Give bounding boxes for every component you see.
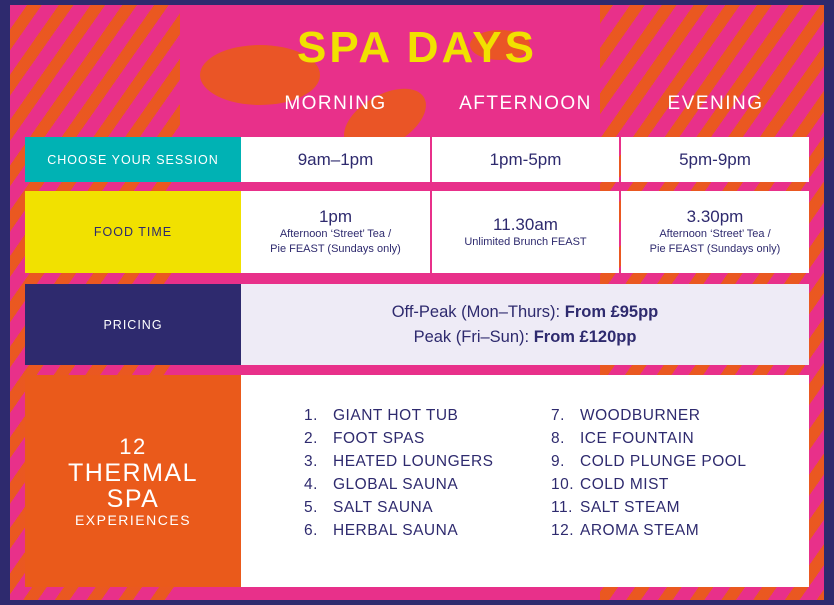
column-header-morning: MORNING: [284, 93, 387, 114]
food-time: 11.30am: [493, 214, 558, 234]
item-number: 7.: [551, 407, 565, 424]
item-name: WOODBURNER: [580, 407, 701, 424]
session-afternoon[interactable]: 1pm-5pm: [432, 137, 619, 182]
list-item: 6. HERBAL SAUNA: [304, 522, 494, 545]
list-item: 1. GIANT HOT TUB: [304, 407, 494, 430]
thermal-label: 12 THERMAL SPA EXPERIENCES: [25, 375, 241, 587]
item-number: 4.: [304, 476, 318, 493]
list-item: 7. WOODBURNER: [551, 407, 747, 430]
list-item: 11. SALT STEAM: [551, 499, 747, 522]
item-number: 1.: [304, 407, 318, 424]
thermal-line2: SPA: [106, 485, 160, 513]
food-desc: Afternoon ‘Street’ Tea /: [279, 228, 392, 240]
list-item: 4. GLOBAL SAUNA: [304, 476, 494, 499]
pricing-label: PRICING: [25, 284, 241, 365]
list-item: 5. SALT SAUNA: [304, 499, 494, 522]
item-name: GLOBAL SAUNA: [333, 476, 459, 493]
item-number: 11.: [551, 499, 573, 516]
food-time: 1pm: [318, 207, 353, 226]
food-time: 3.30pm: [686, 207, 744, 226]
food-evening: 3.30pm Afternoon ‘Street’ Tea / Pie FEAS…: [621, 191, 809, 273]
experience-list-right: 7. WOODBURNER 8. ICE FOUNTAIN 9. COLD PLUNGE …: [551, 407, 747, 545]
item-name: ICE FOUNTAIN: [580, 430, 695, 447]
item-number: 3.: [304, 453, 318, 470]
item-name: SALT STEAM: [580, 499, 681, 516]
column-header-afternoon: AFTERNOON: [459, 93, 592, 114]
list-item: 2. FOOT SPAS: [304, 430, 494, 453]
food-desc: Afternoon ‘Street’ Tea /: [659, 228, 771, 240]
food-morning: 1pm Afternoon ‘Street’ Tea / Pie FEAST (…: [241, 191, 430, 273]
column-header-evening: EVENING: [667, 93, 764, 114]
item-number: 2.: [304, 430, 318, 447]
thermal-count: 12: [119, 434, 147, 459]
session-evening[interactable]: 5pm-9pm: [621, 137, 809, 182]
offpeak-label: Off-Peak (Mon–Thurs):: [391, 302, 565, 321]
food-label: FOOD TIME: [25, 191, 241, 273]
peak-price: From £120pp: [533, 327, 637, 346]
item-name: HERBAL SAUNA: [333, 522, 459, 539]
thermal-line3: EXPERIENCES: [74, 512, 192, 528]
poster-background: SPA DAYS MORNING AFTERNOON EVENING CHOOS…: [10, 5, 824, 600]
session-label: CHOOSE YOUR SESSION: [25, 137, 241, 182]
thermal-list-panel: [241, 375, 809, 587]
item-name: COLD MIST: [580, 476, 669, 493]
paint-splat: [200, 45, 320, 105]
food-afternoon: 11.30am Unlimited Brunch FEAST: [432, 191, 619, 273]
item-number: 8.: [551, 430, 565, 447]
list-item: 8. ICE FOUNTAIN: [551, 430, 747, 453]
item-name: FOOT SPAS: [333, 430, 425, 447]
list-item: 12. AROMA STEAM: [551, 522, 747, 545]
list-item: 9. COLD PLUNGE POOL: [551, 453, 747, 476]
list-item: 10. COLD MIST: [551, 476, 747, 499]
item-name: GIANT HOT TUB: [333, 407, 459, 424]
paint-splat: [470, 30, 530, 60]
peak-label: Peak (Fri–Sun):: [413, 327, 534, 346]
item-name: COLD PLUNGE POOL: [580, 453, 747, 470]
food-desc: Pie FEAST (Sundays only): [270, 243, 401, 255]
food-desc: Unlimited Brunch FEAST: [464, 235, 587, 248]
food-desc: Pie FEAST (Sundays only): [649, 243, 781, 255]
item-number: 9.: [551, 453, 565, 470]
pricing-panel: Off-Peak (Mon–Thurs): From £95pp Peak (F…: [241, 284, 809, 365]
item-number: 12.: [551, 522, 575, 539]
list-item: 3. HEATED LOUNGERS: [304, 453, 494, 476]
experience-list-left: 1. GIANT HOT TUB 2. FOOT SPAS 3. HEATED LOUNG…: [304, 407, 494, 545]
page-title: SPA DAYS: [296, 23, 537, 72]
item-name: AROMA STEAM: [580, 522, 700, 539]
item-name: HEATED LOUNGERS: [333, 453, 494, 470]
item-name: SALT SAUNA: [333, 499, 434, 516]
session-morning[interactable]: 9am–1pm: [241, 137, 430, 182]
thermal-line1: THERMAL: [68, 459, 198, 487]
item-number: 6.: [304, 522, 318, 539]
item-number: 5.: [304, 499, 318, 516]
item-number: 10.: [551, 476, 575, 493]
offpeak-price: From £95pp: [564, 302, 659, 321]
